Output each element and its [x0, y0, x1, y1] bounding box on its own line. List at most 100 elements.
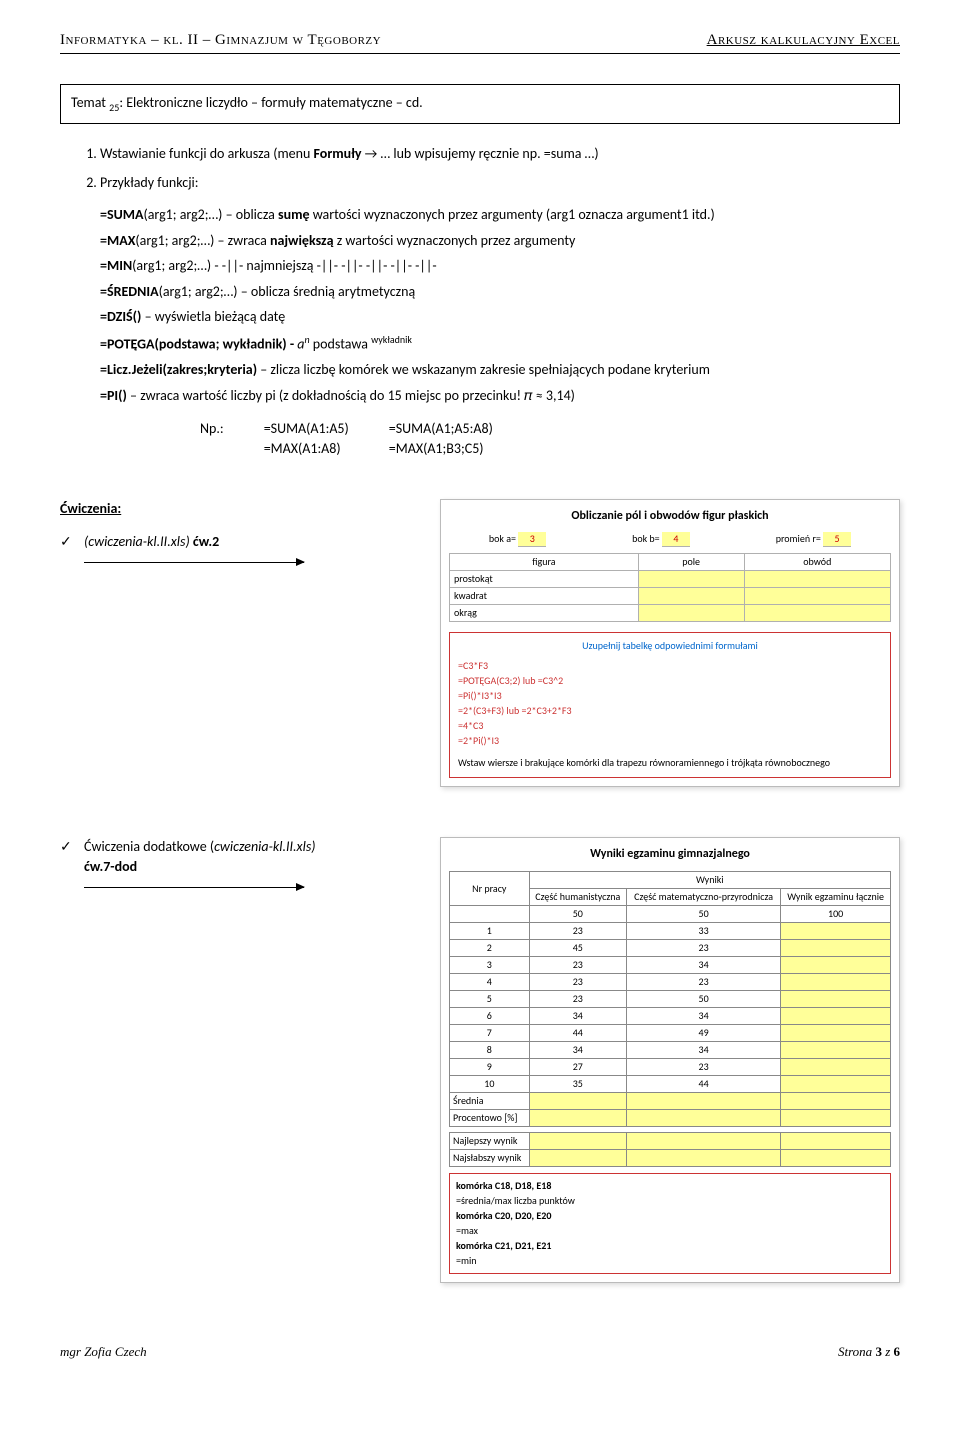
- f3: =Pi()*I3*I3: [458, 689, 882, 703]
- table-cell: 23: [529, 957, 626, 974]
- formula-max: =MAX(arg1; arg2;…) – zwraca największą z…: [100, 231, 900, 251]
- hint-2a: komórka C20, D20, E20: [456, 1209, 551, 1222]
- table-cell: 23: [626, 1059, 780, 1076]
- footer-right-c: z: [882, 1344, 894, 1359]
- suma-d: wartości wyznaczonych przez argumenty (a…: [310, 206, 715, 223]
- pi-key: =PI(): [100, 387, 127, 404]
- table-cell: 34: [626, 1042, 780, 1059]
- topic-text: : Elektroniczne liczydło – formuły matem…: [119, 94, 422, 111]
- table-cell: 45: [529, 940, 626, 957]
- ex1-a: (cwiczenia-kl.II.xls): [84, 533, 193, 550]
- table-cell: 23: [626, 940, 780, 957]
- exercises-section: Ćwiczenia: (cwiczenia-kl.II.xls) ćw.2 Ob…: [60, 499, 900, 1284]
- promien-val: 5: [823, 532, 851, 547]
- formula-block: =SUMA(arg1; arg2;…) – oblicza sumę warto…: [100, 205, 900, 405]
- suma-key: =SUMA: [100, 206, 143, 223]
- licz-b: – zlicza liczbę komórek we wskazanym zak…: [257, 361, 710, 378]
- pi-b: – zwraca wartość liczby pi (z dokładnośc…: [127, 387, 575, 404]
- table-row: 42323: [450, 974, 891, 991]
- table-cell: 50: [626, 991, 780, 1008]
- fig-foot: Wstaw wiersze i brakujące komórki dla tr…: [458, 756, 882, 770]
- table-cell: [781, 923, 891, 940]
- suma-c: sumę: [278, 206, 310, 223]
- table-row: 63434: [450, 1008, 891, 1025]
- item2-text: Przykłady funkcji:: [100, 174, 199, 191]
- table-row: 74449: [450, 1025, 891, 1042]
- max-b: (arg1; arg2;…) – zwraca: [135, 232, 270, 249]
- table-cell: 8: [450, 1042, 530, 1059]
- table-cell: 6: [450, 1008, 530, 1025]
- footer-page-total: 6: [894, 1344, 901, 1359]
- table-row: 92723: [450, 1059, 891, 1076]
- example-block: Np.: =SUMA(A1:A5) =SUMA(A1;A5:A8) =MAX(A…: [200, 419, 900, 458]
- exercises-title: Ćwiczenia:: [60, 499, 420, 519]
- f1: =C3*F3: [458, 659, 882, 673]
- table-cell: [781, 1076, 891, 1093]
- np-c1r1: =SUMA(A1:A5): [264, 419, 389, 439]
- table-cell: 10: [450, 1076, 530, 1093]
- table-cell: 23: [626, 974, 780, 991]
- max-c: największą: [270, 232, 333, 249]
- formula-pi: =PI() – zwraca wartość liczby pi (z dokł…: [100, 386, 900, 406]
- promien-label: promień r=: [776, 532, 821, 545]
- arrow-2: [84, 887, 304, 888]
- licz-key: =Licz.Jeżeli(zakres;kryteria): [100, 361, 257, 378]
- bok-a-val: 3: [518, 532, 546, 547]
- table-row: 52350: [450, 991, 891, 1008]
- topic-prefix: Temat: [71, 94, 109, 111]
- max-key: =MAX: [100, 232, 135, 249]
- ex2-a: Ćwiczenia dodatkowe (: [84, 838, 214, 855]
- table-cell: [781, 1008, 891, 1025]
- ex2-b: cwiczenia-kl.II.xls): [214, 838, 315, 855]
- potega-key: =POTĘGA(podstawa; wykładnik) -: [100, 336, 297, 353]
- footer-right-a: Strona: [838, 1344, 875, 1359]
- srednia-key: =ŚREDNIA: [100, 283, 159, 300]
- screenshot-exam: Wyniki egzaminu gimnazjalnego Nr pracy W…: [440, 837, 900, 1283]
- table-cell: 49: [626, 1025, 780, 1042]
- f2: =POTĘGA(C3;2) lub =C3^2: [458, 674, 882, 688]
- row-najlepszy: Najlepszy wynik: [450, 1133, 530, 1150]
- potega-c: podstawa: [310, 336, 371, 353]
- f4: =2*(C3+F3) lub =2*C3+2*F3: [458, 704, 882, 718]
- np-c2r2: =MAX(A1;B3;C5): [389, 439, 533, 459]
- table-cell: [781, 1042, 891, 1059]
- table-cell: 34: [529, 1042, 626, 1059]
- bok-b-val: 4: [662, 532, 690, 547]
- table-cell: 23: [529, 923, 626, 940]
- table-cell: 1: [450, 923, 530, 940]
- h-pole: pole: [638, 554, 744, 571]
- f6: =2*Pi()*I3: [458, 734, 882, 748]
- table-cell: [781, 957, 891, 974]
- table-row: 83434: [450, 1042, 891, 1059]
- table-cell: 44: [626, 1076, 780, 1093]
- min-b: (arg1; arg2;…) - -||- najmniejszą -||- -…: [132, 257, 436, 274]
- table-cell: 23: [529, 974, 626, 991]
- ex2-c: ćw.7-dod: [84, 858, 137, 875]
- table-cell: [781, 940, 891, 957]
- max3: 100: [781, 906, 891, 923]
- row-okrag: okrąg: [450, 605, 639, 622]
- formula-potega: =POTĘGA(podstawa; wykładnik) - an podsta…: [100, 333, 900, 354]
- topic-box: Temat 25: Elektroniczne liczydło – formu…: [60, 84, 900, 124]
- table-cell: [781, 1025, 891, 1042]
- np-label: Np.:: [200, 419, 264, 439]
- footer-left: mgr Zofia Czech: [60, 1343, 147, 1361]
- page-footer: mgr Zofia Czech Strona 3 z 6: [60, 1343, 900, 1361]
- h-wyniki: Wyniki: [529, 872, 890, 889]
- bok-a-label: bok a=: [489, 532, 516, 545]
- srednia-b: (arg1; arg2;…) – oblicza średnią arytmet…: [159, 283, 416, 300]
- max-d: z wartości wyznaczonych przez argumenty: [334, 232, 576, 249]
- table-cell: 3: [450, 957, 530, 974]
- table-row: 103544: [450, 1076, 891, 1093]
- list-item-2: Przykłady funkcji:: [100, 173, 900, 193]
- table-cell: 34: [529, 1008, 626, 1025]
- table-cell: [781, 974, 891, 991]
- f5: =4*C3: [458, 719, 882, 733]
- h-figura: figura: [450, 554, 639, 571]
- item1-a: Wstawianie funkcji do arkusza (menu: [100, 145, 314, 162]
- table-cell: 5: [450, 991, 530, 1008]
- exam-title: Wyniki egzaminu gimnazjalnego: [449, 846, 891, 863]
- table-row: 24523: [450, 940, 891, 957]
- hint-3a: komórka C21, D21, E21: [456, 1239, 551, 1252]
- hint-2b: =max: [456, 1224, 884, 1238]
